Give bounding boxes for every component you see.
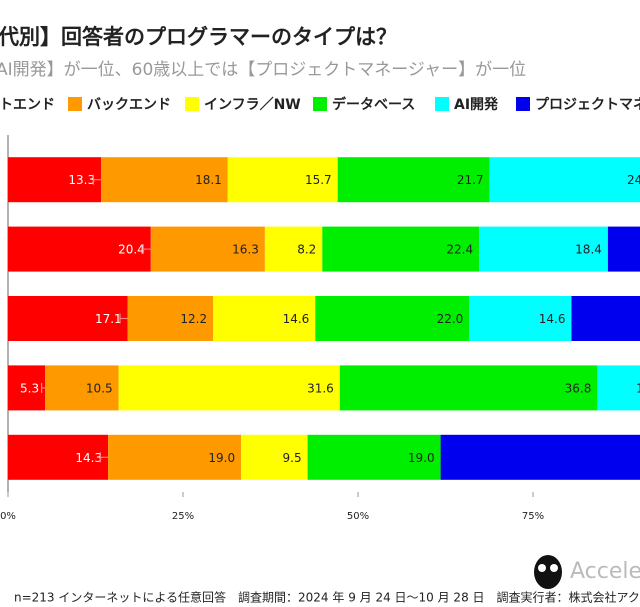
data-label: 14.3 [75,451,102,465]
x-tick-label: 50% [347,511,369,522]
bar-segment [607,226,640,272]
data-label: 9.5 [283,451,302,465]
logo-text: Accele [570,559,640,584]
logo-eye [550,564,558,572]
bar-segment [227,157,338,203]
bar-segment [469,296,572,341]
bar-segment [571,296,640,341]
data-label: 8.2 [297,243,316,257]
data-label: 18.1 [195,173,222,187]
x-tick-label: 0% [0,511,16,522]
bar-segment [339,365,598,411]
bar-segment [8,296,128,341]
legend-marker [516,97,530,111]
bar-segment [127,296,214,341]
legend-label: AI開発 [454,96,499,113]
data-label: 15.7 [305,173,332,187]
bar-segment [101,157,228,203]
data-label: 36.8 [565,381,592,395]
data-label: 12.2 [180,312,207,326]
data-label: 31.6 [307,381,334,395]
bar-segment [150,226,265,272]
bar-segment [307,434,441,480]
legend-label: インフラ／NW [204,97,301,113]
data-label: 5.3 [20,381,39,395]
data-label: 14.6 [539,312,566,326]
data-label: 10.5 [86,381,113,395]
bar-segment [322,226,480,272]
legend-marker [313,97,327,111]
bar-segment [479,226,608,272]
logo: Accele [534,555,640,589]
legend-marker [68,97,82,111]
x-tick-label: 75% [522,511,544,522]
logo-eye [538,564,546,572]
bar-segment [264,226,323,272]
bar-segment [118,365,340,411]
bar-segment [45,365,119,411]
legend-label: トエンド [0,97,55,113]
data-label: 24.3 [627,173,640,187]
bar-segment [241,434,308,480]
footer: n=213 インターネットによる任意回答 調査期間：2024 年 9 月 24 … [14,590,640,605]
bar-segment [315,296,470,341]
logo-icon [534,555,562,589]
data-label: 10.2 [636,381,640,395]
chart-subtitle: AI開発】が一位、60歳以上では【プロジェクトマネージャー】が一位 [0,60,526,80]
chart-title: 代別】回答者のプログラマーのタイプは？ [0,25,397,49]
bar-segment [8,157,102,203]
legend-marker [435,97,449,111]
data-label: 22.0 [437,312,464,326]
data-label: 16.3 [232,243,259,257]
data-label: 19.0 [408,451,435,465]
bar-segment [8,226,151,272]
x-tick-label: 25% [172,511,194,522]
data-label: 13.3 [68,173,95,187]
data-label: 14.6 [283,312,310,326]
bar-segment [108,434,242,480]
bar-segment [337,157,490,203]
legend-marker [185,97,199,111]
data-label: 17.1 [95,312,122,326]
bar-segment [489,157,640,203]
data-label: 22.4 [446,243,473,257]
bar-segment [8,365,46,411]
data-label: 20.4 [118,243,145,257]
data-label: 18.4 [575,243,602,257]
legend-label: プロジェクトマネ [535,97,640,113]
bar-segment [8,434,109,480]
data-label: 19.0 [208,451,235,465]
legend-label: バックエンド [87,97,171,113]
bar-segment [597,365,640,411]
bar-segment [213,296,316,341]
bar-segment [440,434,640,480]
data-label: 21.7 [457,173,484,187]
legend-label: データベース [332,96,415,113]
